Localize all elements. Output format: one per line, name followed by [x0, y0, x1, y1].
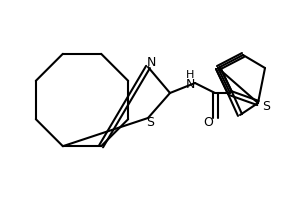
- Text: S: S: [262, 99, 270, 112]
- Text: N: N: [146, 56, 156, 70]
- Text: O: O: [203, 116, 213, 130]
- Text: S: S: [146, 116, 154, 129]
- Text: H: H: [186, 70, 194, 80]
- Text: N: N: [185, 78, 195, 92]
